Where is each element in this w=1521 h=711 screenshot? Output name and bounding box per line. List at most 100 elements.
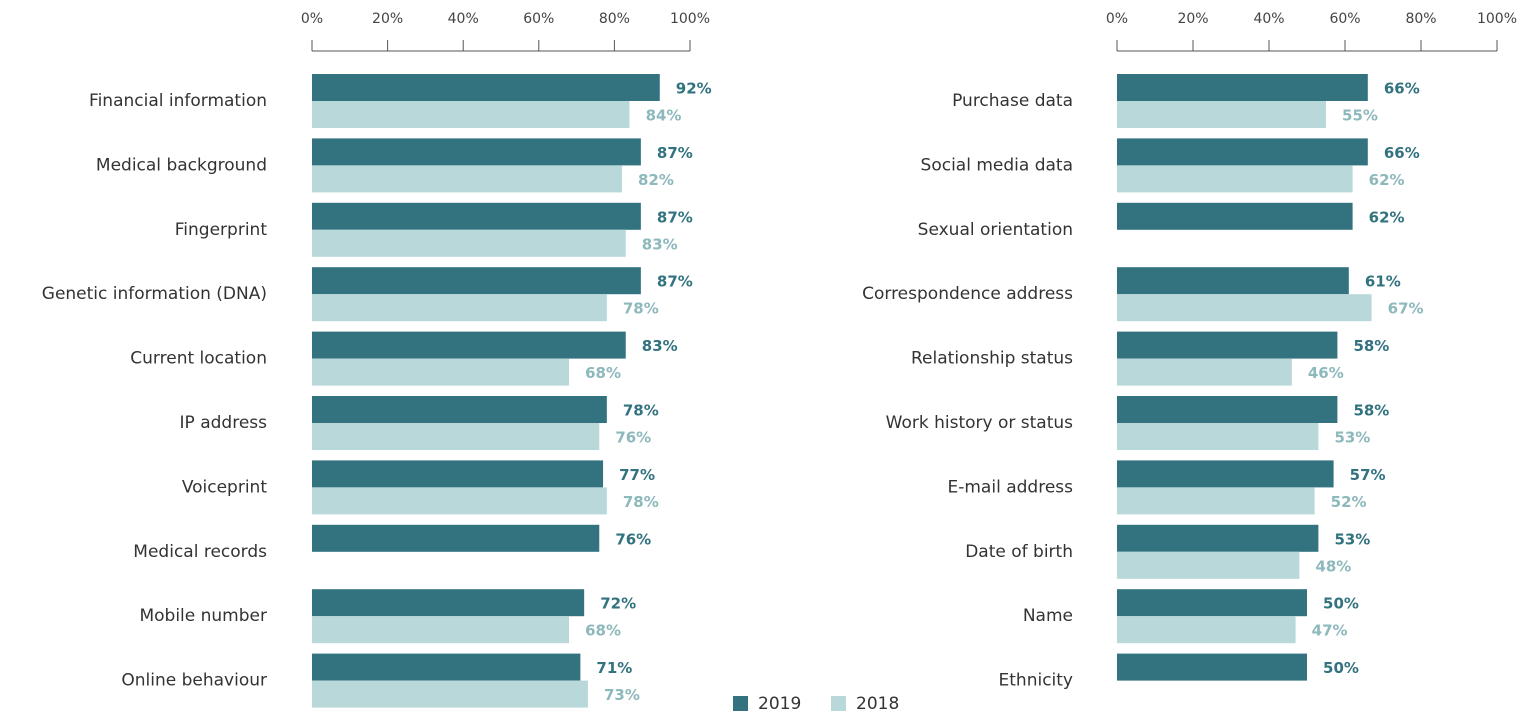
bar [1117,460,1334,488]
x-tick-label: 80% [599,11,630,27]
bar [1117,294,1372,322]
value-label: 47% [1312,622,1348,640]
value-label: 83% [642,337,678,355]
category-label: Name [1023,606,1073,626]
value-label: 78% [623,402,659,420]
bar [312,294,607,322]
x-tick-label: 20% [1177,11,1208,27]
value-label: 76% [615,530,651,548]
bar [1117,267,1349,295]
category-label: Medical records [133,542,267,562]
category-label: Online behaviour [121,671,267,691]
value-label: 62% [1369,208,1405,226]
bar [312,460,604,488]
bar [312,680,588,708]
value-label: 83% [642,235,678,253]
bar [312,74,660,101]
value-label: 77% [619,466,655,484]
category-label: Mobile number [139,606,267,626]
value-label: 52% [1331,493,1367,511]
x-tick-label: 20% [372,11,403,27]
bar [312,589,585,617]
value-label: 58% [1353,402,1389,420]
category-label: Sexual orientation [918,220,1073,240]
bar [1117,202,1353,230]
category-label: Genetic information (DNA) [42,284,267,304]
x-tick-label: 0% [301,11,323,27]
category-label: E-mail address [948,477,1074,497]
legend-label: 2018 [856,694,899,711]
bar [312,165,622,193]
bar [312,524,600,552]
bar [1117,396,1338,423]
value-label: 66% [1384,144,1420,162]
value-label: 78% [623,493,659,511]
bar [1117,589,1307,617]
value-label: 53% [1334,429,1370,447]
category-label: Date of birth [965,542,1073,562]
category-label: Work history or status [886,413,1074,433]
bar [312,331,626,359]
category-label: Relationship status [911,349,1073,369]
legend-swatch [831,696,846,711]
x-tick-label: 40% [1253,11,1284,27]
bar [1117,616,1296,644]
value-label: 82% [638,171,674,189]
category-label: Financial information [89,91,267,111]
bar [312,487,607,515]
bar [1117,487,1315,515]
category-label: Purchase data [952,91,1073,111]
bar [1117,551,1300,579]
value-label: 71% [596,659,632,677]
x-tick-label: 0% [1106,11,1128,27]
value-label: 53% [1334,530,1370,548]
bar [312,616,570,644]
category-label: Ethnicity [999,671,1073,691]
value-label: 68% [585,622,621,640]
bar [1117,138,1368,166]
bar [312,423,600,450]
bar [312,229,626,257]
bar [312,101,630,128]
bar [1117,74,1368,101]
value-label: 50% [1323,659,1359,677]
value-label: 78% [623,300,659,318]
value-label: 67% [1388,300,1424,318]
bar [312,202,641,230]
value-label: 62% [1369,171,1405,189]
category-label: Correspondence address [862,284,1073,304]
bar [1117,524,1319,552]
legend-label: 2019 [758,694,801,711]
value-label: 73% [604,686,640,704]
category-label: Current location [130,349,267,369]
x-tick-label: 80% [1405,11,1436,27]
bar [1117,423,1319,450]
value-label: 87% [657,273,693,291]
x-tick-label: 40% [448,11,479,27]
bar [312,267,641,295]
bar [1117,358,1292,386]
value-label: 87% [657,144,693,162]
category-label: Medical background [96,155,267,175]
value-label: 58% [1353,337,1389,355]
bar [1117,331,1338,359]
bar [1117,653,1307,681]
value-label: 84% [646,107,682,125]
value-label: 66% [1384,80,1420,98]
x-tick-label: 100% [1477,11,1517,27]
x-tick-label: 60% [523,11,554,27]
category-label: IP address [180,413,268,433]
x-tick-label: 60% [1329,11,1360,27]
value-label: 57% [1350,466,1386,484]
value-label: 68% [585,364,621,382]
legend-swatch [733,696,748,711]
bar [312,396,607,423]
category-label: Social media data [921,155,1073,175]
category-label: Voiceprint [182,477,268,497]
bar [312,138,641,166]
bar [1117,101,1326,128]
value-label: 87% [657,208,693,226]
bar [312,358,570,386]
value-label: 76% [615,429,651,447]
